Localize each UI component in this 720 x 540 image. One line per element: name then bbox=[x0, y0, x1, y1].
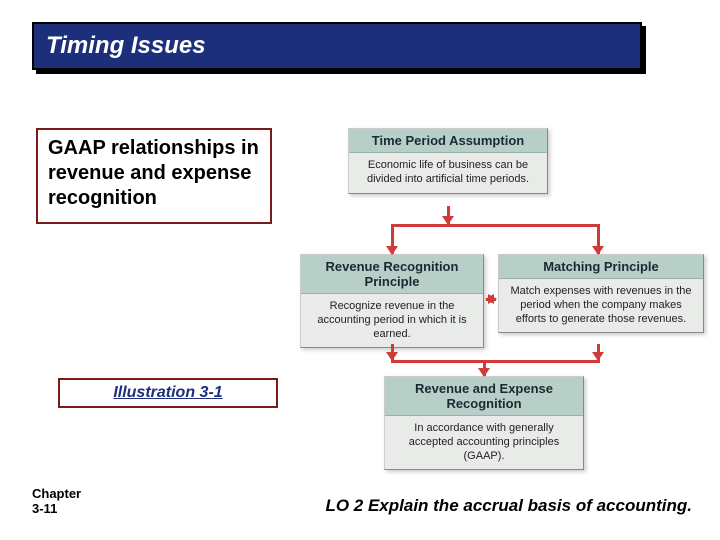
chapter-label: Chapter3-11 bbox=[32, 487, 81, 516]
node-body: Recognize revenue in the accounting peri… bbox=[301, 294, 483, 347]
node-revenue-expense-recognition: Revenue and Expense Recognition In accor… bbox=[384, 376, 584, 470]
node-title: Matching Principle bbox=[499, 255, 703, 279]
page-title: Timing Issues bbox=[46, 32, 206, 60]
node-time-period-assumption: Time Period Assumption Economic life of … bbox=[348, 128, 548, 194]
node-body: Match expenses with revenues in the peri… bbox=[499, 279, 703, 332]
chapter-text: Chapter3-11 bbox=[32, 486, 81, 515]
edge-segment bbox=[447, 206, 450, 224]
edge-segment bbox=[391, 224, 597, 227]
callout-gaap-relationships: GAAP relationships in revenue and expens… bbox=[36, 128, 272, 224]
node-matching-principle: Matching Principle Match expenses with r… bbox=[498, 254, 704, 333]
edge-segment bbox=[391, 360, 600, 363]
node-body: Economic life of business can be divided… bbox=[349, 153, 547, 193]
edge-to-rev-exp bbox=[483, 360, 486, 376]
edge-revrec-matching-right bbox=[486, 298, 496, 301]
node-body: In accordance with generally accepted ac… bbox=[385, 416, 583, 469]
node-title: Revenue Recognition Principle bbox=[301, 255, 483, 294]
edge-time-to-revrec bbox=[391, 224, 394, 254]
illustration-label: Illustration 3-1 bbox=[58, 378, 278, 408]
edge-segment bbox=[597, 344, 600, 360]
page-title-banner: Timing Issues bbox=[32, 22, 642, 70]
node-title: Time Period Assumption bbox=[349, 129, 547, 153]
node-revenue-recognition: Revenue Recognition Principle Recognize … bbox=[300, 254, 484, 348]
node-title: Revenue and Expense Recognition bbox=[385, 377, 583, 416]
learning-objective: LO 2 Explain the accrual basis of accoun… bbox=[325, 496, 692, 516]
edge-segment bbox=[391, 344, 394, 360]
edge-time-to-matching bbox=[597, 224, 600, 254]
